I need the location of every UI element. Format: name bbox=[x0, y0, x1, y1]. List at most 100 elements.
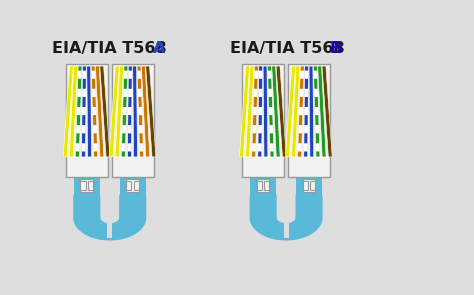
Polygon shape bbox=[268, 71, 272, 79]
Polygon shape bbox=[138, 89, 142, 97]
Bar bbox=[120, 173, 146, 196]
Polygon shape bbox=[313, 71, 318, 79]
FancyBboxPatch shape bbox=[134, 181, 139, 190]
Polygon shape bbox=[115, 66, 124, 157]
Polygon shape bbox=[82, 66, 86, 157]
Polygon shape bbox=[292, 66, 300, 157]
Polygon shape bbox=[87, 66, 91, 157]
Polygon shape bbox=[318, 66, 326, 157]
Polygon shape bbox=[276, 66, 286, 157]
Polygon shape bbox=[258, 143, 262, 151]
FancyBboxPatch shape bbox=[81, 181, 85, 190]
FancyBboxPatch shape bbox=[288, 64, 330, 177]
Polygon shape bbox=[91, 71, 95, 79]
FancyBboxPatch shape bbox=[257, 181, 262, 190]
FancyBboxPatch shape bbox=[242, 64, 284, 177]
Polygon shape bbox=[272, 66, 280, 157]
Polygon shape bbox=[304, 125, 308, 133]
FancyBboxPatch shape bbox=[127, 181, 131, 190]
Polygon shape bbox=[121, 143, 126, 151]
FancyBboxPatch shape bbox=[88, 181, 93, 190]
Polygon shape bbox=[95, 66, 104, 157]
Text: A: A bbox=[153, 41, 165, 56]
Polygon shape bbox=[322, 66, 332, 157]
Polygon shape bbox=[309, 66, 314, 157]
Polygon shape bbox=[93, 143, 98, 151]
Polygon shape bbox=[82, 107, 86, 115]
Polygon shape bbox=[298, 66, 304, 157]
FancyBboxPatch shape bbox=[127, 179, 139, 192]
Polygon shape bbox=[91, 66, 98, 157]
Polygon shape bbox=[93, 125, 97, 133]
Polygon shape bbox=[74, 196, 146, 240]
FancyBboxPatch shape bbox=[66, 64, 108, 177]
Polygon shape bbox=[122, 125, 126, 133]
Polygon shape bbox=[269, 107, 273, 115]
Polygon shape bbox=[63, 66, 73, 157]
Polygon shape bbox=[259, 71, 263, 79]
Polygon shape bbox=[315, 107, 319, 115]
Polygon shape bbox=[137, 66, 144, 157]
FancyBboxPatch shape bbox=[81, 179, 93, 192]
Polygon shape bbox=[121, 66, 128, 157]
Polygon shape bbox=[316, 143, 320, 151]
Polygon shape bbox=[69, 66, 78, 157]
FancyBboxPatch shape bbox=[303, 181, 308, 190]
Polygon shape bbox=[254, 89, 257, 97]
Polygon shape bbox=[239, 66, 250, 157]
Polygon shape bbox=[78, 71, 82, 79]
Polygon shape bbox=[128, 143, 131, 151]
Polygon shape bbox=[298, 125, 302, 133]
FancyBboxPatch shape bbox=[303, 179, 315, 192]
Polygon shape bbox=[304, 89, 308, 97]
Polygon shape bbox=[82, 125, 86, 133]
Polygon shape bbox=[82, 143, 85, 151]
Polygon shape bbox=[258, 89, 263, 97]
Polygon shape bbox=[75, 66, 82, 157]
Polygon shape bbox=[92, 107, 96, 115]
Polygon shape bbox=[304, 143, 308, 151]
Polygon shape bbox=[246, 66, 254, 157]
Polygon shape bbox=[313, 66, 320, 157]
Polygon shape bbox=[128, 107, 132, 115]
FancyBboxPatch shape bbox=[310, 181, 315, 190]
Polygon shape bbox=[128, 125, 132, 133]
Polygon shape bbox=[250, 196, 322, 240]
Polygon shape bbox=[123, 107, 127, 115]
Polygon shape bbox=[258, 107, 262, 115]
Polygon shape bbox=[254, 71, 258, 79]
Polygon shape bbox=[268, 89, 272, 97]
Bar bbox=[107, 222, 112, 237]
Text: EIA/TIA T568: EIA/TIA T568 bbox=[52, 41, 167, 56]
Polygon shape bbox=[300, 89, 303, 97]
Polygon shape bbox=[138, 107, 142, 115]
Polygon shape bbox=[75, 143, 80, 151]
Polygon shape bbox=[269, 125, 273, 133]
Polygon shape bbox=[258, 125, 262, 133]
Text: B: B bbox=[330, 41, 342, 56]
Polygon shape bbox=[304, 107, 308, 115]
Polygon shape bbox=[299, 107, 303, 115]
Polygon shape bbox=[252, 143, 256, 151]
Polygon shape bbox=[267, 66, 274, 157]
Polygon shape bbox=[253, 125, 256, 133]
Polygon shape bbox=[253, 107, 257, 115]
Polygon shape bbox=[77, 89, 81, 97]
Polygon shape bbox=[300, 71, 304, 79]
Polygon shape bbox=[92, 89, 96, 97]
Polygon shape bbox=[128, 71, 132, 79]
Polygon shape bbox=[298, 143, 302, 151]
Polygon shape bbox=[82, 71, 86, 79]
Polygon shape bbox=[285, 66, 295, 157]
Text: EIA/TIA T568: EIA/TIA T568 bbox=[230, 41, 344, 56]
FancyBboxPatch shape bbox=[111, 64, 154, 177]
Polygon shape bbox=[258, 66, 263, 157]
Bar bbox=[283, 222, 289, 237]
Polygon shape bbox=[141, 66, 150, 157]
Polygon shape bbox=[137, 71, 141, 79]
Polygon shape bbox=[146, 66, 156, 157]
Bar bbox=[250, 173, 276, 196]
Polygon shape bbox=[304, 66, 309, 157]
Polygon shape bbox=[314, 89, 318, 97]
Polygon shape bbox=[270, 143, 274, 151]
